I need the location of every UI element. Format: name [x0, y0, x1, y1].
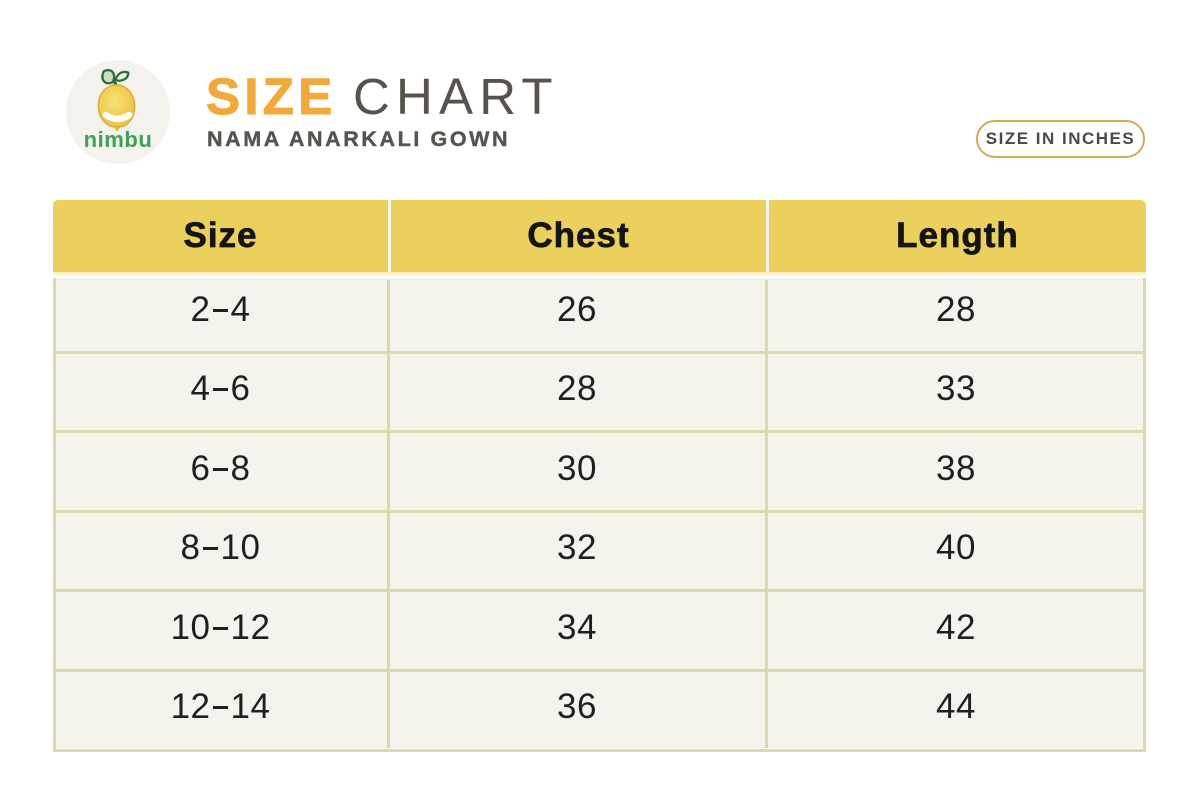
svg-text:nimbu: nimbu [84, 127, 153, 152]
